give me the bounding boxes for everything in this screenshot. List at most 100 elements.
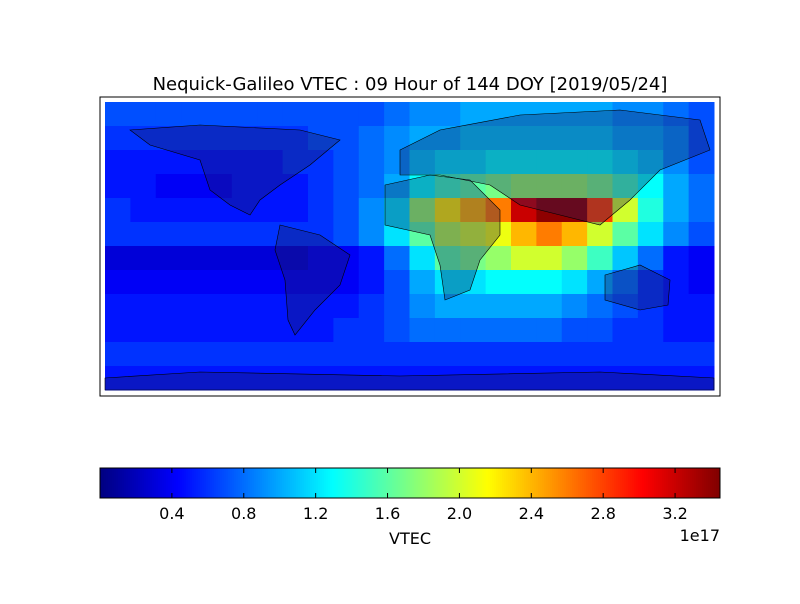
heatmap-cell (688, 342, 715, 367)
colorbar-swatch (260, 468, 263, 498)
colorbar-swatch (502, 468, 505, 498)
colorbar-swatch (462, 468, 465, 498)
colorbar-swatch (658, 468, 661, 498)
colorbar-swatch (710, 468, 713, 498)
heatmap-cell (333, 294, 360, 319)
heatmap-cell (587, 198, 613, 223)
heatmap-cell (612, 198, 639, 223)
colorbar-swatch (274, 468, 277, 498)
colorbar-swatch (308, 468, 311, 498)
heatmap-cell (612, 294, 639, 319)
heatmap-cell (308, 246, 334, 271)
heatmap-cell (358, 246, 385, 271)
colorbar-swatch (652, 468, 655, 498)
colorbar-swatch (542, 468, 545, 498)
heatmap-cell (333, 126, 360, 151)
heatmap-cell (384, 270, 410, 295)
colorbar-swatch (102, 468, 105, 498)
colorbar-swatch (676, 468, 679, 498)
colorbar-swatch (664, 468, 667, 498)
heatmap-cell (485, 126, 512, 151)
colorbar-swatch (202, 468, 205, 498)
colorbar-swatch (414, 468, 417, 498)
heatmap-cell (105, 102, 131, 127)
colorbar-swatch (294, 468, 297, 498)
colorbar-swatch (600, 468, 603, 498)
colorbar-swatch (336, 468, 339, 498)
colorbar-swatch (680, 468, 683, 498)
heatmap-cell (257, 102, 284, 127)
colorbar-swatch (540, 468, 543, 498)
heatmap-cell (206, 366, 233, 391)
colorbar-swatch (256, 468, 259, 498)
colorbar-swatch (364, 468, 367, 498)
colorbar-swatch (574, 468, 577, 498)
heatmap-cell (587, 174, 613, 199)
colorbar-swatch (612, 468, 615, 498)
colorbar-swatch (706, 468, 709, 498)
heatmap-cell (358, 294, 385, 319)
heatmap-cell (231, 294, 258, 319)
heatmap-cell (612, 150, 639, 175)
colorbar-swatch (446, 468, 449, 498)
heatmap-cell (561, 102, 588, 127)
colorbar-swatch (118, 468, 121, 498)
colorbar-swatch (418, 468, 421, 498)
colorbar-swatch (390, 468, 393, 498)
colorbar-swatch (298, 468, 301, 498)
heatmap-cell (612, 102, 639, 127)
heatmap-cell (105, 150, 131, 175)
heatmap-cell (384, 102, 410, 127)
colorbar-swatch (584, 468, 587, 498)
colorbar-swatch (642, 468, 645, 498)
colorbar-swatch (270, 468, 273, 498)
heatmap-cell (688, 150, 715, 175)
heatmap-cell (485, 150, 512, 175)
colorbar (100, 468, 721, 498)
colorbar-swatch (448, 468, 451, 498)
colorbar-swatch (220, 468, 223, 498)
heatmap-cell (155, 270, 182, 295)
heatmap-cell (612, 174, 639, 199)
colorbar-swatch (468, 468, 471, 498)
colorbar-swatch (714, 468, 717, 498)
colorbar-swatch (420, 468, 423, 498)
colorbar-swatch (242, 468, 245, 498)
colorbar-swatch (434, 468, 437, 498)
heatmap-cell (358, 198, 385, 223)
colorbar-swatch (236, 468, 239, 498)
heatmap-cell (155, 222, 182, 247)
colorbar-swatch (636, 468, 639, 498)
heatmap-cell (206, 198, 233, 223)
colorbar-offset: 1e17 (680, 526, 720, 545)
heatmap-cell (460, 342, 487, 367)
colorbar-swatch (684, 468, 687, 498)
colorbar-swatch (180, 468, 183, 498)
colorbar-swatch (494, 468, 497, 498)
colorbar-swatch (352, 468, 355, 498)
heatmap-cell (181, 102, 207, 127)
colorbar-swatch (362, 468, 365, 498)
colorbar-swatch (310, 468, 313, 498)
colorbar-swatch (514, 468, 517, 498)
heatmap-cell (587, 150, 613, 175)
heatmap-cell (384, 294, 410, 319)
colorbar-swatch (246, 468, 249, 498)
colorbar-swatch (516, 468, 519, 498)
heatmap-cell (663, 318, 690, 343)
heatmap-cell (130, 102, 157, 127)
colorbar-swatch (244, 468, 247, 498)
colorbar-swatch (136, 468, 139, 498)
colorbar-swatch (550, 468, 553, 498)
colorbar-swatch (576, 468, 579, 498)
heatmap-cell (384, 366, 410, 391)
heatmap-cell (536, 294, 563, 319)
colorbar-swatch (638, 468, 641, 498)
colorbar-swatch (552, 468, 555, 498)
colorbar-swatch (668, 468, 671, 498)
colorbar-swatch (266, 468, 269, 498)
heatmap-cell (434, 366, 461, 391)
heatmap-cell (231, 246, 258, 271)
heatmap-cell (663, 198, 690, 223)
colorbar-swatch (218, 468, 221, 498)
